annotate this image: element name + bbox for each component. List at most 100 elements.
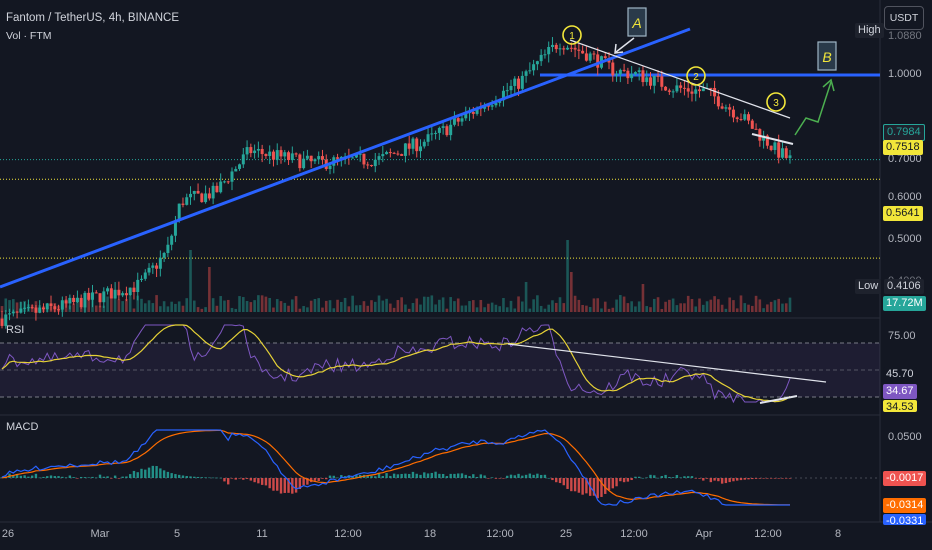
candle	[520, 75, 524, 89]
macd-histogram-bar	[196, 476, 200, 478]
macd-histogram-bar	[641, 477, 645, 479]
volume-bar	[732, 300, 735, 312]
candle	[517, 78, 521, 89]
candle	[581, 50, 585, 54]
annotation-box-b-label: B	[822, 49, 831, 65]
volume-bar	[562, 303, 566, 312]
macd-histogram-bar	[317, 478, 320, 482]
candle	[449, 124, 453, 136]
volume-bar	[117, 299, 121, 312]
candle	[434, 132, 438, 134]
volume-bar	[94, 305, 98, 312]
price-tick-0.7: 0.7000	[888, 153, 922, 165]
macd-histogram-bar	[592, 478, 596, 496]
volume-bar	[143, 303, 147, 312]
candle	[238, 164, 242, 169]
volume-bar	[358, 305, 362, 312]
time-tick-1200-a: 12:00	[334, 528, 362, 540]
candle	[4, 314, 8, 326]
macd-histogram-bar	[257, 478, 260, 484]
candle	[230, 171, 234, 182]
volume-bar	[619, 295, 622, 312]
macd-histogram-bar	[15, 474, 19, 478]
support-segment	[751, 133, 794, 145]
volume-bar	[242, 297, 245, 312]
volume-bar	[324, 300, 328, 312]
macd-histogram-bar	[487, 478, 490, 479]
macd-histogram-bar	[136, 472, 139, 478]
candle	[192, 190, 196, 194]
candle	[724, 107, 728, 109]
macd-histogram-bar	[34, 473, 38, 478]
candle	[403, 143, 407, 156]
volume-bar	[762, 308, 765, 312]
volume-bar	[192, 300, 196, 312]
candle	[773, 142, 777, 151]
macd-histogram-bar	[374, 476, 377, 478]
volume-bar	[588, 307, 592, 312]
volume-bar	[407, 308, 411, 312]
candle	[196, 190, 200, 194]
candle	[558, 48, 562, 50]
candle	[675, 85, 679, 92]
candle	[102, 291, 106, 303]
macd-histogram-bar	[72, 477, 75, 478]
macd-histogram-bar	[656, 477, 660, 479]
macd-histogram-bar	[498, 478, 501, 479]
macd-histogram-bar	[381, 476, 385, 478]
volume-bar	[558, 297, 562, 312]
macd-histogram-bar	[604, 478, 607, 494]
candle	[90, 292, 94, 300]
macd-histogram-bar	[355, 475, 358, 478]
time-tick-1200-c: 12:00	[620, 528, 648, 540]
volume-bar	[110, 296, 113, 312]
candle	[652, 75, 656, 86]
volume-bar	[76, 297, 79, 312]
volume-bar	[238, 296, 241, 312]
macd-histogram-bar	[68, 475, 72, 478]
candle	[275, 150, 279, 160]
rsi-divergence-line	[507, 343, 827, 383]
macd-histogram-bar	[675, 474, 679, 478]
volume-bar	[159, 306, 162, 312]
candle	[34, 307, 38, 313]
macd-histogram-bar	[113, 475, 117, 478]
currency-button[interactable]: USDT	[884, 6, 924, 30]
macd-histogram-bar	[762, 478, 765, 479]
macd-histogram-bar	[193, 476, 196, 478]
volume-bar	[566, 240, 569, 312]
macd-histogram-bar	[453, 473, 456, 478]
macd-histogram-bar	[400, 473, 403, 478]
volume-bar	[385, 298, 388, 312]
macd-histogram-bar	[509, 474, 513, 478]
volume-bar	[249, 302, 253, 312]
volume-bar	[649, 307, 652, 312]
macd-histogram-bar	[415, 473, 418, 478]
macd-histogram-bar	[551, 478, 554, 481]
candle	[528, 70, 532, 72]
volume-bar	[102, 305, 106, 312]
candle	[701, 88, 705, 92]
macd-histogram-bar	[287, 478, 290, 493]
volume-bar	[125, 299, 128, 312]
candle	[113, 289, 117, 299]
macd-histogram-bar	[570, 478, 573, 492]
volume-bar	[275, 299, 279, 312]
candle	[222, 181, 226, 183]
volume-bar	[490, 302, 494, 312]
volume-bar	[717, 299, 720, 312]
macd-histogram-bar	[668, 476, 671, 478]
volume-bar	[596, 298, 600, 312]
candle	[739, 118, 743, 120]
candle	[731, 109, 735, 118]
volume-bar	[547, 304, 550, 312]
projection-arrow-head	[822, 78, 835, 92]
macd-histogram-bar	[253, 478, 256, 483]
macd-histogram-bar	[174, 474, 177, 478]
volume-bar	[343, 297, 347, 312]
macd-histogram-bar	[713, 478, 716, 481]
time-tick-18: 18	[423, 528, 437, 540]
macd-histogram-bar	[464, 474, 467, 478]
macd-histogram-bar	[79, 476, 83, 478]
